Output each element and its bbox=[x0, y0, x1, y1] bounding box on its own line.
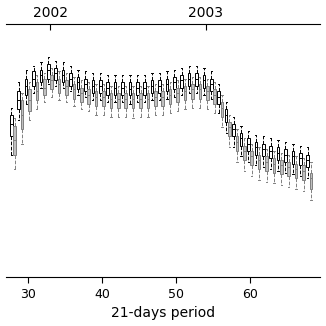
PathPatch shape bbox=[291, 151, 294, 164]
PathPatch shape bbox=[273, 158, 275, 173]
PathPatch shape bbox=[199, 84, 201, 98]
PathPatch shape bbox=[243, 145, 245, 160]
PathPatch shape bbox=[102, 91, 105, 106]
PathPatch shape bbox=[221, 102, 223, 117]
PathPatch shape bbox=[106, 82, 109, 95]
PathPatch shape bbox=[132, 93, 134, 108]
PathPatch shape bbox=[181, 75, 183, 88]
PathPatch shape bbox=[203, 75, 205, 88]
PathPatch shape bbox=[188, 73, 190, 86]
PathPatch shape bbox=[284, 149, 287, 162]
PathPatch shape bbox=[158, 81, 161, 93]
PathPatch shape bbox=[28, 90, 31, 111]
PathPatch shape bbox=[87, 90, 90, 104]
PathPatch shape bbox=[99, 81, 101, 93]
PathPatch shape bbox=[206, 86, 209, 100]
PathPatch shape bbox=[255, 142, 257, 155]
PathPatch shape bbox=[217, 91, 220, 104]
PathPatch shape bbox=[43, 79, 46, 95]
PathPatch shape bbox=[117, 93, 120, 108]
PathPatch shape bbox=[173, 77, 176, 90]
PathPatch shape bbox=[288, 162, 290, 176]
PathPatch shape bbox=[25, 79, 27, 95]
PathPatch shape bbox=[62, 70, 65, 82]
PathPatch shape bbox=[184, 86, 186, 100]
PathPatch shape bbox=[228, 122, 231, 137]
PathPatch shape bbox=[73, 84, 75, 98]
PathPatch shape bbox=[136, 82, 139, 95]
PathPatch shape bbox=[269, 145, 272, 158]
PathPatch shape bbox=[18, 91, 20, 109]
PathPatch shape bbox=[143, 82, 146, 95]
PathPatch shape bbox=[277, 147, 279, 160]
PathPatch shape bbox=[236, 137, 238, 151]
PathPatch shape bbox=[40, 70, 42, 82]
PathPatch shape bbox=[139, 93, 142, 108]
PathPatch shape bbox=[306, 155, 309, 167]
PathPatch shape bbox=[151, 81, 154, 93]
PathPatch shape bbox=[195, 73, 198, 86]
PathPatch shape bbox=[280, 160, 283, 174]
PathPatch shape bbox=[110, 93, 112, 108]
PathPatch shape bbox=[166, 79, 168, 91]
PathPatch shape bbox=[65, 81, 68, 95]
PathPatch shape bbox=[92, 81, 94, 93]
PathPatch shape bbox=[295, 164, 297, 178]
PathPatch shape bbox=[147, 93, 149, 108]
PathPatch shape bbox=[302, 165, 305, 180]
PathPatch shape bbox=[114, 82, 116, 95]
PathPatch shape bbox=[161, 91, 164, 106]
PathPatch shape bbox=[176, 88, 179, 102]
PathPatch shape bbox=[128, 82, 131, 95]
PathPatch shape bbox=[10, 115, 13, 137]
PathPatch shape bbox=[47, 64, 50, 79]
PathPatch shape bbox=[210, 79, 213, 91]
PathPatch shape bbox=[84, 79, 87, 91]
PathPatch shape bbox=[21, 100, 23, 129]
PathPatch shape bbox=[36, 82, 38, 100]
PathPatch shape bbox=[77, 77, 79, 90]
PathPatch shape bbox=[58, 79, 60, 93]
PathPatch shape bbox=[54, 68, 57, 81]
PathPatch shape bbox=[50, 75, 53, 90]
PathPatch shape bbox=[125, 93, 127, 108]
PathPatch shape bbox=[191, 84, 194, 98]
PathPatch shape bbox=[299, 153, 302, 165]
X-axis label: 21-days period: 21-days period bbox=[111, 306, 215, 320]
PathPatch shape bbox=[265, 156, 268, 171]
PathPatch shape bbox=[262, 144, 264, 156]
PathPatch shape bbox=[32, 71, 35, 86]
PathPatch shape bbox=[213, 90, 216, 104]
PathPatch shape bbox=[169, 90, 171, 104]
PathPatch shape bbox=[121, 82, 124, 95]
PathPatch shape bbox=[247, 138, 250, 151]
PathPatch shape bbox=[225, 109, 228, 122]
PathPatch shape bbox=[250, 151, 253, 165]
PathPatch shape bbox=[13, 126, 16, 155]
PathPatch shape bbox=[310, 173, 312, 189]
PathPatch shape bbox=[240, 133, 242, 145]
PathPatch shape bbox=[154, 91, 157, 106]
PathPatch shape bbox=[232, 124, 235, 137]
PathPatch shape bbox=[69, 73, 72, 86]
PathPatch shape bbox=[258, 155, 260, 169]
PathPatch shape bbox=[95, 91, 97, 106]
PathPatch shape bbox=[80, 88, 82, 102]
